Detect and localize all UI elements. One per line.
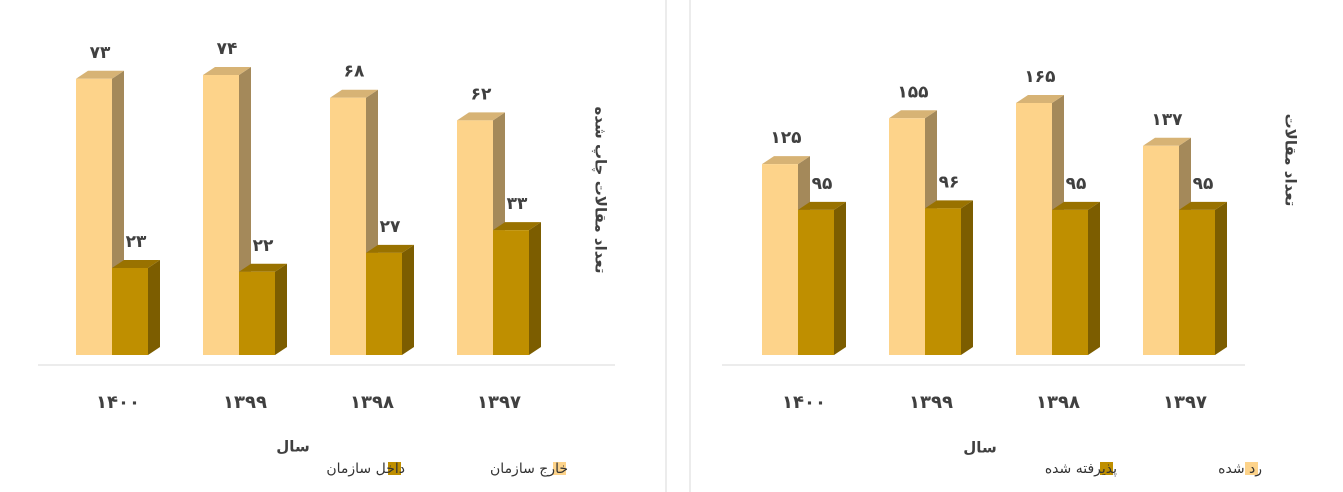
bar-top: [457, 112, 505, 121]
legend-swatch: [388, 462, 401, 475]
data-label: ۱۳۷: [1151, 110, 1183, 130]
bar-top: [1179, 201, 1227, 210]
legend-label: داخل سازمان: [326, 461, 405, 477]
y-axis-title: تعداد مقالات: [1282, 114, 1300, 207]
bar-top: [1052, 201, 1100, 210]
bar: [1179, 201, 1227, 355]
bar-front: [1143, 145, 1179, 355]
bar-top: [112, 259, 160, 268]
bar-top: [203, 67, 251, 75]
bar-side: [1215, 201, 1227, 355]
bar: [798, 201, 846, 355]
bar-front: [762, 164, 798, 355]
x-tick-label: ۱۳۹۸: [350, 392, 394, 413]
x-axis-title: سال: [963, 439, 996, 457]
bar-side: [529, 222, 541, 355]
bar-front: [239, 271, 275, 355]
x-tick-label: ۱۳۹۸: [1036, 392, 1080, 413]
data-label: ۱۲۵: [770, 128, 801, 148]
bar: [112, 259, 160, 355]
legend-swatch: [1245, 462, 1258, 475]
bar-front: [925, 208, 961, 355]
x-axis-title: سال: [276, 438, 309, 456]
bar-top: [925, 200, 973, 209]
bar-front: [203, 75, 239, 355]
bar-side: [275, 263, 287, 355]
bar-side: [834, 201, 846, 355]
data-label: ۱۶۵: [1024, 67, 1055, 87]
data-label: ۹۵: [1066, 174, 1087, 194]
data-label: ۶۸: [344, 62, 365, 82]
bar-front: [366, 252, 402, 355]
bar-top: [239, 263, 287, 272]
bar-top: [1016, 95, 1064, 103]
data-label: ۲۷: [380, 217, 401, 237]
bar: [366, 244, 414, 355]
legend-swatch: [553, 462, 566, 475]
bar: [493, 222, 541, 355]
bar-front: [493, 230, 529, 355]
data-label: ۷۴: [217, 39, 238, 59]
x-tick-label: ۱۳۹۹: [223, 392, 267, 413]
bar-front: [1016, 103, 1052, 355]
data-label: ۲۳: [126, 232, 147, 252]
bar-top: [76, 70, 124, 79]
bar-top: [762, 156, 810, 165]
legend-label: پذیرفته شده: [1045, 461, 1117, 477]
bar-front: [798, 209, 834, 355]
bar: [1052, 201, 1100, 355]
x-tick-label: ۱۳۹۷: [1163, 392, 1207, 413]
bar-front: [889, 118, 925, 355]
bar-front: [112, 267, 148, 355]
data-label: ۳۳: [507, 194, 528, 214]
bar-front: [76, 78, 112, 355]
data-label: ۹۵: [812, 174, 833, 194]
x-tick-label: ۱۳۹۹: [909, 392, 953, 413]
data-label: ۲۲: [253, 236, 274, 256]
bar-side: [148, 259, 160, 355]
x-tick-label: ۱۴۰۰: [96, 392, 140, 413]
x-tick-label: ۱۳۹۷: [477, 392, 521, 413]
bar-front: [457, 120, 493, 356]
y-axis-title: تعداد مقالات چاپ شده: [591, 106, 610, 273]
bar-top: [889, 110, 937, 119]
data-label: ۹۵: [1193, 174, 1214, 194]
x-tick-label: ۱۴۰۰: [782, 392, 826, 413]
legend-label: خارج سازمان: [490, 461, 568, 477]
bar-top: [1143, 137, 1191, 146]
legend-label: رد شده: [1218, 461, 1262, 477]
bar-side: [1088, 201, 1100, 355]
bar: [925, 200, 973, 355]
bar-side: [961, 200, 973, 355]
bar-top: [798, 201, 846, 210]
bar-top: [330, 89, 378, 98]
bar-top: [366, 244, 414, 253]
bar-front: [1179, 209, 1215, 355]
bar: [239, 263, 287, 355]
data-label: ۱۵۵: [897, 82, 928, 102]
data-label: ۷۳: [90, 43, 111, 63]
bar-top: [493, 222, 541, 231]
legend-swatch: [1100, 462, 1113, 475]
bar-front: [1052, 209, 1088, 355]
data-label: ۶۲: [471, 84, 492, 104]
data-label: ۹۶: [939, 172, 960, 192]
bar-front: [330, 97, 366, 356]
bar-side: [402, 244, 414, 355]
